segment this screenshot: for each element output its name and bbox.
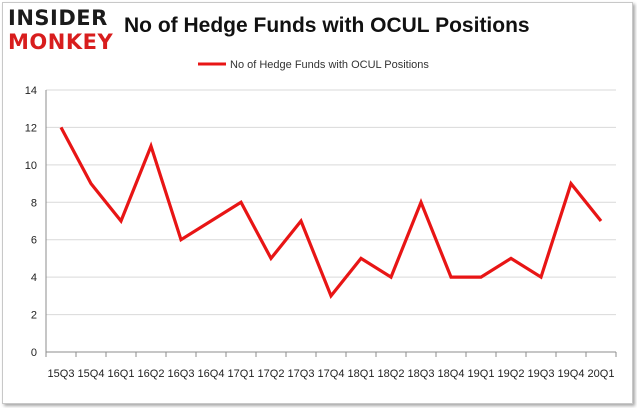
x-tick-label: 19Q2 — [498, 368, 525, 380]
logo-line-1: INSIDER — [8, 6, 108, 30]
x-tick-label: 18Q1 — [348, 368, 375, 380]
y-tick-label: 6 — [31, 235, 37, 247]
y-tick-label: 8 — [31, 197, 37, 209]
x-tick-label: 18Q4 — [438, 368, 465, 380]
y-tick-label: 14 — [25, 85, 37, 97]
gridlines — [46, 89, 616, 316]
series-layer — [59, 126, 603, 300]
x-tick-label: 18Q2 — [378, 368, 405, 380]
y-tick-label: 10 — [25, 160, 37, 172]
x-tick-label: 15Q4 — [78, 368, 105, 380]
x-tick-label: 20Q1 — [588, 368, 615, 380]
series-line — [59, 126, 603, 300]
x-tick-label: 17Q1 — [228, 368, 255, 380]
insider-monkey-logo: INSIDER MONKEY — [8, 6, 120, 56]
x-tick-label: 17Q2 — [258, 368, 285, 380]
x-tick-label: 16Q2 — [138, 368, 165, 380]
x-tick-label: 15Q3 — [48, 368, 75, 380]
logo-line-2: MONKEY — [8, 30, 114, 54]
chart-title: No of Hedge Funds with OCUL Positions — [124, 14, 530, 37]
x-tick-label: 17Q4 — [318, 368, 345, 380]
x-tick-label: 19Q3 — [528, 368, 555, 380]
legend: No of Hedge Funds with OCUL Positions — [198, 59, 429, 71]
x-tick-label: 16Q1 — [108, 368, 135, 380]
y-axis-ticks: 0 2 4 6 8 10 12 14 — [25, 85, 37, 359]
x-tick-label: 19Q1 — [468, 368, 495, 380]
legend-label: No of Hedge Funds with OCUL Positions — [230, 59, 429, 71]
y-tick-label: 4 — [31, 272, 37, 284]
x-axis: 15Q3 15Q4 16Q1 16Q2 16Q3 16Q4 17Q1 17Q2 17Q3 17Q4… — [45, 90, 617, 380]
x-tick-label: 19Q4 — [558, 368, 585, 380]
x-tick-label: 18Q3 — [408, 368, 435, 380]
y-tick-label: 12 — [25, 122, 37, 134]
x-tick-label: 16Q3 — [168, 368, 195, 380]
x-tick-label: 17Q3 — [288, 368, 315, 380]
x-tick-label: 16Q4 — [198, 368, 225, 380]
y-tick-label: 0 — [31, 347, 37, 359]
y-tick-label: 2 — [31, 310, 37, 322]
